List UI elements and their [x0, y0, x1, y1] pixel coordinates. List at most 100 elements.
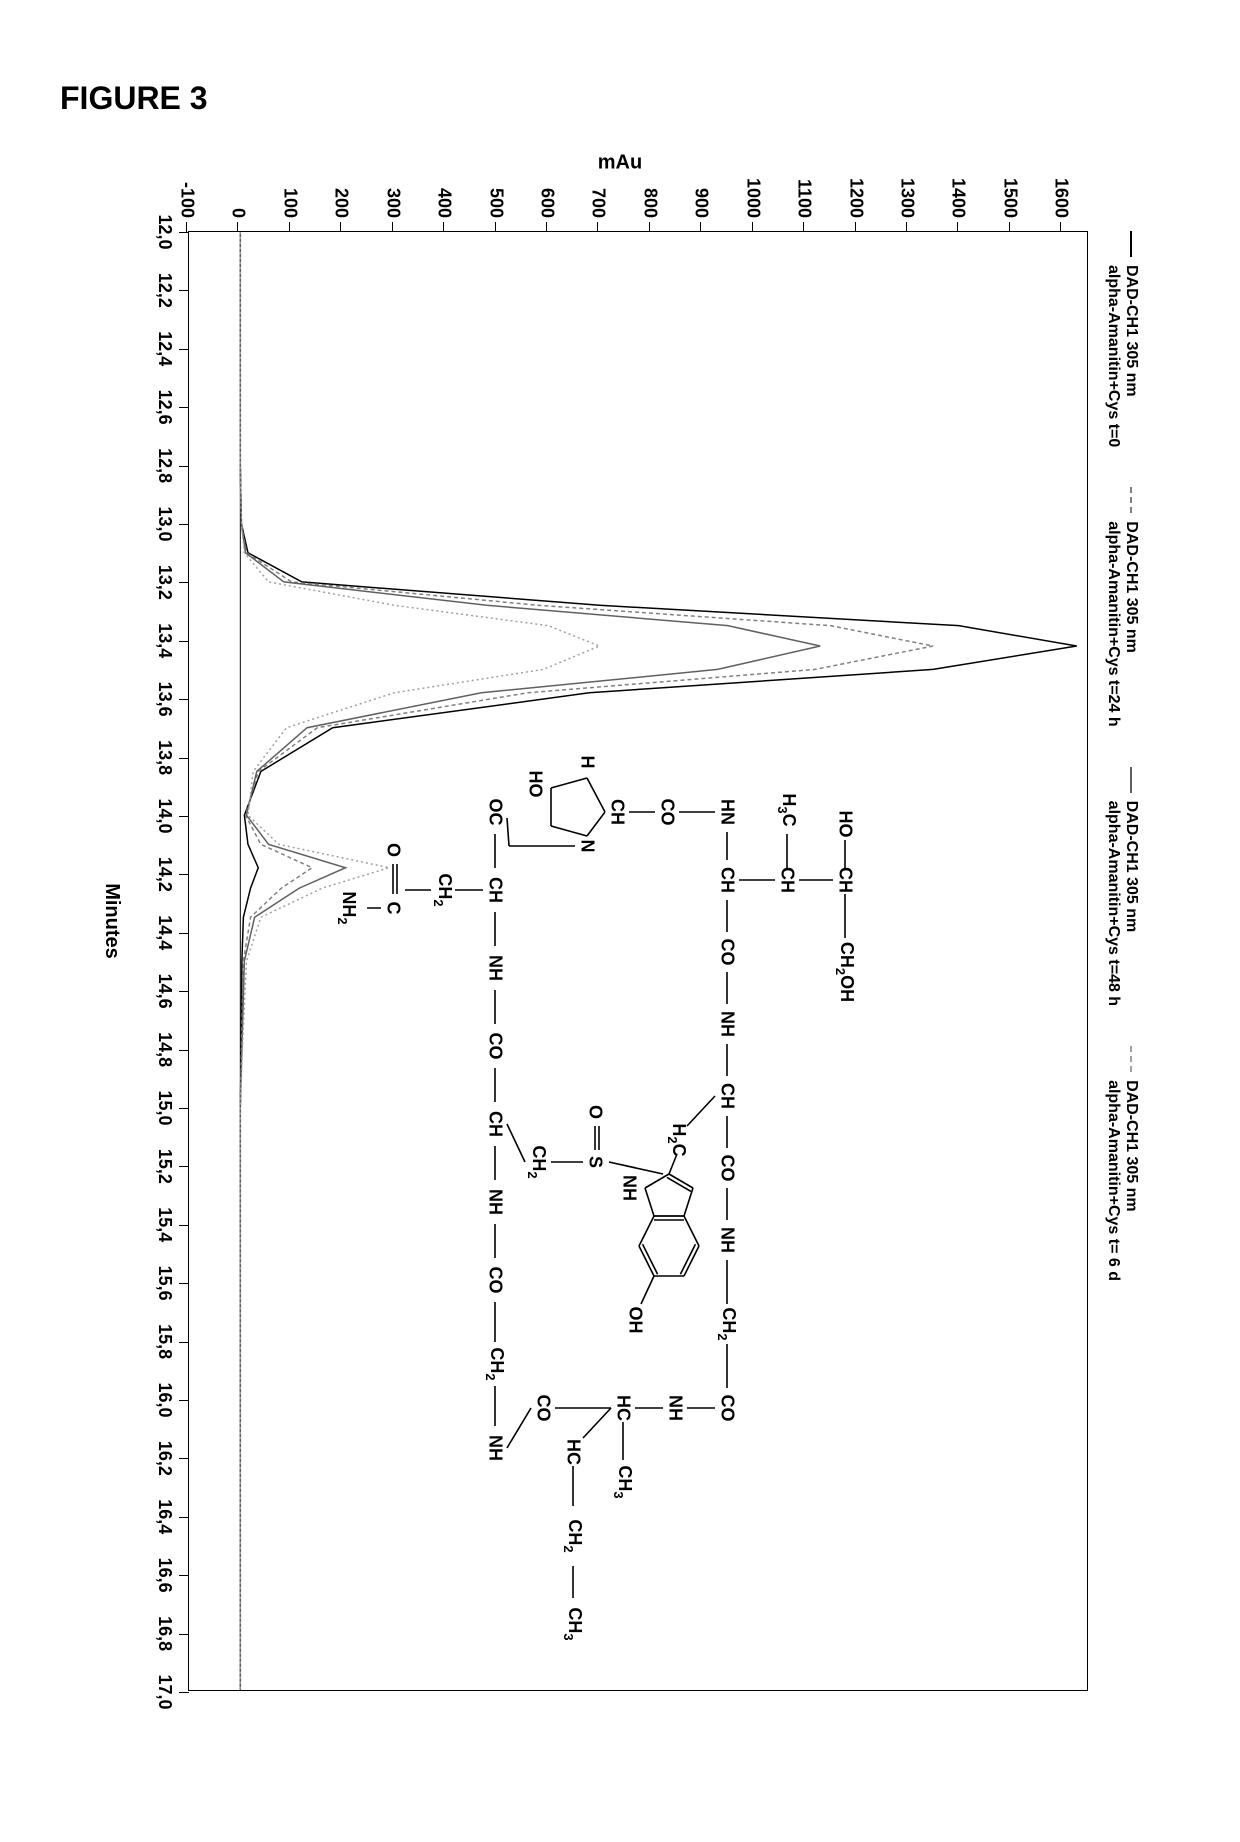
x-tick-label: 13,2	[154, 565, 189, 600]
x-tick-label: 12,8	[154, 448, 189, 483]
legend-entry: DAD-CH1 305 nmalpha-Amanitin+Cys t= 6 d	[1104, 1046, 1140, 1281]
legend-label: alpha-Amanitin+Cys t=24 h	[1104, 521, 1122, 726]
molecule-label: H2C	[665, 1123, 689, 1156]
legend-entry: DAD-CH1 305 nmalpha-Amanitin+Cys t=0	[1104, 231, 1140, 447]
molecule-label: NH	[619, 1175, 640, 1201]
x-tick-label: 13,8	[154, 740, 189, 775]
y-tick-label: 1100	[794, 179, 815, 232]
molecule-label: CH	[607, 799, 628, 825]
molecule-label: CO	[717, 1155, 738, 1182]
plot-area: HNCHCONHCHCONHCH2COCHH3CCHHOCH2OHCOCHHHO…	[188, 231, 1088, 1691]
molecule-label: CO	[657, 799, 678, 826]
molecule-label: CH	[485, 1111, 506, 1137]
x-tick-label: 15,6	[154, 1266, 189, 1301]
x-tick-label: 14,0	[154, 798, 189, 833]
x-tick-label: 15,4	[154, 1207, 189, 1242]
molecule-label: CH3	[611, 1465, 635, 1498]
x-tick-label: 15,2	[154, 1149, 189, 1184]
x-tick-label: 14,6	[154, 974, 189, 1009]
x-tick-label: 14,8	[154, 1032, 189, 1067]
y-tick-label: 1400	[948, 178, 969, 232]
molecule-label: CO	[717, 1395, 738, 1422]
x-tick-label: 16,4	[154, 1499, 189, 1534]
molecule-label: CO	[485, 1267, 506, 1294]
y-tick-label: 1300	[897, 178, 918, 232]
molecule-label: NH2	[335, 891, 359, 924]
legend-detector: DAD-CH1 305 nm	[1122, 1080, 1140, 1212]
molecule-label: H	[577, 756, 598, 769]
molecule-label: HO	[835, 811, 856, 838]
y-axis-label: mAu	[598, 152, 642, 175]
molecule-label: CH	[835, 867, 856, 893]
x-tick-label: 15,0	[154, 1090, 189, 1125]
legend-label: alpha-Amanitin+Cys t=48 h	[1104, 801, 1122, 1006]
chromatogram-panel-rotated: DAD-CH1 305 nmalpha-Amanitin+Cys t=0DAD-…	[100, 131, 1140, 1711]
y-tick-label: 1000	[742, 178, 763, 232]
molecule-label: CH3	[561, 1607, 585, 1640]
x-tick-label: 12,0	[154, 214, 189, 249]
molecule-label: CH2	[431, 873, 455, 906]
y-tick-label: 1200	[845, 178, 866, 232]
x-tick-label: 13,0	[154, 506, 189, 541]
molecule-label: O	[383, 843, 404, 857]
molecule-label: N	[577, 840, 598, 853]
y-tick-label: 100	[279, 188, 300, 232]
x-tick-label: 16,8	[154, 1616, 189, 1651]
legend: DAD-CH1 305 nmalpha-Amanitin+Cys t=0DAD-…	[1104, 231, 1140, 1281]
figure-title: FIGURE 3	[60, 80, 1180, 117]
legend-detector: DAD-CH1 305 nm	[1122, 521, 1140, 653]
x-tick-label: 13,6	[154, 682, 189, 717]
y-tick-label: 200	[331, 188, 352, 232]
x-axis-label: Minutes	[100, 883, 123, 959]
y-tick-label: 300	[382, 188, 403, 232]
molecule-label: NH	[717, 1011, 738, 1037]
legend-label: alpha-Amanitin+Cys t=0	[1104, 265, 1122, 447]
chromatogram-panel: DAD-CH1 305 nmalpha-Amanitin+Cys t=0DAD-…	[100, 131, 1140, 1711]
legend-swatch	[1130, 487, 1132, 513]
y-tick-label: 900	[691, 188, 712, 232]
molecule-label: C	[383, 902, 404, 915]
molecule-label: NH	[717, 1227, 738, 1253]
molecule-label: CO	[485, 1033, 506, 1060]
legend-swatch	[1130, 1046, 1132, 1072]
molecule-label: H3C	[775, 793, 799, 826]
x-tick-label: 16,0	[154, 1382, 189, 1417]
molecule-label: HN	[717, 799, 738, 825]
legend-detector: DAD-CH1 305 nm	[1122, 265, 1140, 397]
molecule-label: CH	[717, 867, 738, 893]
x-tick-label: 12,4	[154, 331, 189, 366]
molecule-label: CH2	[483, 1347, 507, 1380]
x-tick-label: 14,2	[154, 857, 189, 892]
molecule-label: CH	[777, 867, 798, 893]
x-tick-label: 13,4	[154, 623, 189, 658]
molecule-label: NH	[665, 1395, 686, 1421]
y-tick-label: 400	[434, 188, 455, 232]
molecule-label: CO	[533, 1395, 554, 1422]
molecule-label: O	[585, 1105, 606, 1119]
y-tick-label: 1600	[1051, 178, 1072, 232]
x-tick-label: 12,2	[154, 273, 189, 308]
legend-swatch	[1130, 767, 1132, 793]
y-tick-label: 500	[485, 188, 506, 232]
x-tick-label: 16,6	[154, 1558, 189, 1593]
legend-entry: DAD-CH1 305 nmalpha-Amanitin+Cys t=48 h	[1104, 767, 1140, 1006]
molecule-label: NH	[485, 955, 506, 981]
x-tick-label: 16,2	[154, 1441, 189, 1476]
molecule-label: OC	[485, 799, 506, 826]
molecule-label: CH2OH	[833, 942, 857, 1002]
molecule-label: NH	[485, 1189, 506, 1215]
x-tick-label: 15,8	[154, 1324, 189, 1359]
x-tick-label: 17,0	[154, 1674, 189, 1709]
molecule-label: CH	[717, 1083, 738, 1109]
y-tick-label: 700	[588, 188, 609, 232]
y-tick-label: 1500	[999, 178, 1020, 232]
legend-entry: DAD-CH1 305 nmalpha-Amanitin+Cys t=24 h	[1104, 487, 1140, 726]
molecule-structure: HNCHCONHCHCONHCH2COCHH3CCHHOCH2OHCOCHHHO…	[367, 752, 887, 1632]
molecule-label: CH2	[525, 1145, 549, 1178]
molecule-label: NH	[485, 1435, 506, 1461]
legend-detector: DAD-CH1 305 nm	[1122, 801, 1140, 933]
x-tick-label: 12,6	[154, 390, 189, 425]
molecule-label: CH	[485, 877, 506, 903]
molecule-label: S	[585, 1156, 606, 1168]
molecule-label: HC	[613, 1395, 634, 1421]
